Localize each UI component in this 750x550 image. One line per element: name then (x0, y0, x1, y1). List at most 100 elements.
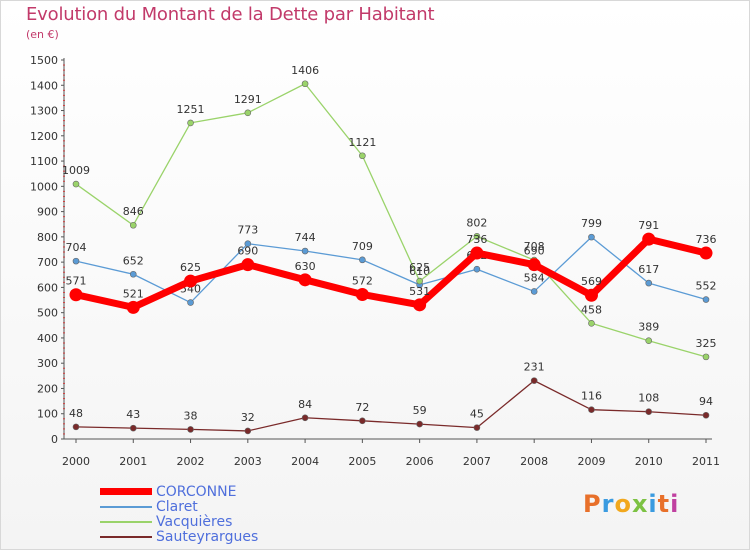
legend: CORCONNE Claret Vacquières Sauteyrargues (100, 484, 258, 544)
data-label: 799 (581, 217, 602, 230)
data-label: 572 (352, 274, 373, 287)
y-tick-label: 700 (37, 256, 58, 269)
data-point (298, 273, 312, 287)
data-point (645, 337, 653, 345)
legend-item: CORCONNE (100, 484, 258, 499)
x-tick-label: 2002 (177, 455, 205, 468)
y-tick-label: 600 (37, 281, 58, 294)
data-point (473, 424, 481, 431)
legend-swatch (100, 535, 152, 538)
data-label: 43 (126, 408, 140, 421)
data-label: 116 (581, 390, 602, 403)
chart-title: Evolution du Montant de la Dette par Hab… (26, 4, 435, 25)
data-label: 708 (524, 240, 545, 253)
x-tick-label: 2007 (463, 455, 491, 468)
logo-letter: i (670, 490, 680, 518)
y-tick-label: 1200 (30, 130, 58, 143)
data-label: 704 (66, 241, 87, 254)
data-label: 773 (237, 224, 258, 237)
data-label: 625 (180, 261, 201, 274)
x-tick-label: 2004 (291, 455, 319, 468)
y-tick-label: 500 (37, 307, 58, 320)
data-label: 59 (413, 404, 427, 417)
data-point (129, 424, 137, 432)
data-label: 48 (69, 407, 83, 420)
data-label: 1251 (177, 103, 205, 116)
series-line-corconne (75, 235, 707, 311)
data-point (355, 287, 369, 301)
data-label: 32 (241, 411, 255, 424)
data-point (470, 246, 484, 260)
y-tick-label: 400 (37, 332, 58, 345)
x-tick-label: 2010 (635, 455, 663, 468)
data-label: 736 (466, 233, 487, 246)
data-point (184, 274, 198, 288)
data-label: 389 (638, 321, 659, 334)
data-point (244, 240, 252, 247)
x-tick-label: 2000 (62, 455, 90, 468)
data-point (359, 417, 366, 425)
x-tick-label: 2011 (692, 455, 720, 468)
x-tick-label: 2005 (348, 455, 376, 468)
proxiti-logo: Proxiti (583, 490, 679, 518)
data-point (702, 296, 710, 303)
data-label: 571 (66, 275, 87, 288)
y-tick-label: 300 (37, 357, 58, 370)
data-label: 736 (696, 233, 717, 246)
x-tick-label: 2009 (577, 455, 605, 468)
y-tick-label: 800 (37, 231, 58, 244)
data-point (645, 408, 653, 416)
x-tick-label: 2006 (406, 455, 434, 468)
legend-label: CORCONNE (156, 483, 237, 500)
data-label: 108 (638, 392, 659, 405)
data-label: 521 (123, 287, 144, 300)
x-tick-label: 2003 (234, 455, 262, 468)
data-label: 802 (466, 216, 487, 229)
data-point (588, 319, 595, 327)
data-point (129, 270, 137, 278)
logo-letter: o (614, 490, 632, 518)
legend-label: Sauteyrargues (156, 528, 259, 545)
x-tick-label: 2001 (119, 455, 147, 468)
legend-label: Claret (156, 498, 198, 515)
data-point (702, 353, 710, 361)
data-label: 569 (581, 275, 602, 288)
data-point (187, 119, 194, 127)
data-point (473, 233, 481, 240)
data-point (241, 258, 255, 272)
data-point (642, 232, 656, 246)
data-point (588, 406, 595, 413)
data-point (416, 420, 423, 428)
legend-swatch (100, 505, 152, 508)
data-label: 38 (184, 409, 198, 422)
data-point (530, 377, 538, 384)
data-point (527, 258, 541, 272)
data-point (72, 257, 80, 265)
data-label: 1291 (234, 93, 262, 106)
data-label: 1121 (348, 136, 376, 149)
data-point (359, 152, 366, 160)
data-point (244, 109, 252, 117)
logo-letter: x (631, 490, 649, 518)
legend-label: Vacquières (156, 513, 233, 530)
legend-item: Claret (100, 499, 258, 514)
data-label: 709 (352, 240, 373, 253)
data-label: 584 (524, 271, 545, 284)
chart-subtitle: (en €) (26, 28, 59, 41)
data-label: 72 (355, 401, 369, 414)
logo-letter: i (648, 490, 658, 518)
data-point (129, 221, 137, 229)
data-label: 617 (638, 263, 659, 276)
logo-letter: t (657, 490, 671, 518)
legend-swatch (100, 520, 152, 523)
data-label: 791 (638, 219, 659, 232)
y-tick-label: 1000 (30, 180, 58, 193)
data-label: 531 (409, 285, 430, 298)
series-line-sauteyrargues (75, 379, 707, 432)
series-line-vacquières (75, 83, 707, 358)
data-point (530, 288, 538, 295)
data-point (416, 277, 423, 285)
data-point (72, 423, 80, 431)
data-label: 846 (123, 205, 144, 218)
